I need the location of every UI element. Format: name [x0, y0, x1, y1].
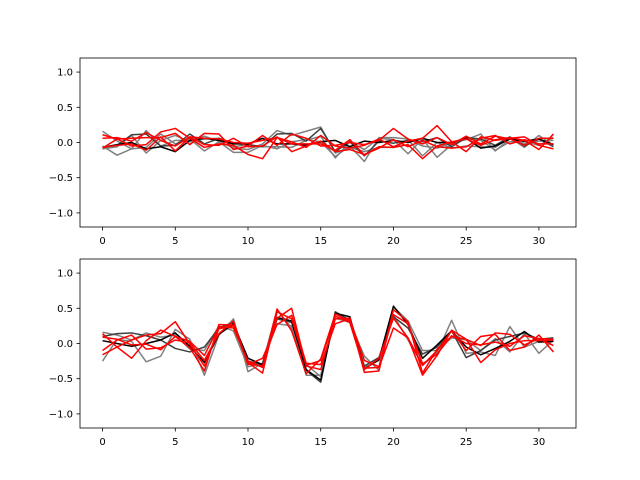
- y-tick-label: 0.0: [57, 138, 73, 149]
- y-tick-label: 0.0: [57, 339, 73, 350]
- y-tick-label: −1.0: [49, 208, 73, 219]
- y-tick-label: 1.0: [57, 269, 73, 280]
- top-chart-panel: 0 5 10 15 20 25 30 −1.0 −0.5 0.0 0.5 1.0: [49, 57, 577, 247]
- x-tick-label: 15: [314, 236, 327, 247]
- x-tick-label: 10: [242, 236, 255, 247]
- x-tick-label: 20: [387, 236, 400, 247]
- y-tick-label: −1.0: [49, 409, 73, 420]
- x-tick-label: 20: [387, 437, 400, 448]
- x-tick-label: 5: [172, 236, 178, 247]
- x-tick-label: 30: [533, 437, 546, 448]
- x-tick-label: 25: [460, 236, 473, 247]
- y-tick-label: −0.5: [49, 374, 73, 385]
- y-tick-label: 1.0: [57, 68, 73, 79]
- y-tick-label: 0.5: [57, 304, 73, 315]
- x-tick-label: 25: [460, 437, 473, 448]
- x-tick-label: 5: [172, 437, 178, 448]
- x-tick-label: 10: [242, 437, 255, 448]
- bottom-chart-panel: 0 5 10 15 20 25 30 −1.0 −0.5 0.0 0.5 1.0: [49, 258, 577, 448]
- series-line-6: [102, 308, 554, 376]
- y-tick-label: −0.5: [49, 173, 73, 184]
- series-line-9: [102, 134, 554, 156]
- series-line-8: [102, 313, 554, 368]
- x-tick-label: 0: [99, 437, 105, 448]
- x-tick-label: 15: [314, 437, 327, 448]
- y-tick-label: 0.5: [57, 103, 73, 114]
- x-tick-label: 30: [533, 236, 546, 247]
- x-tick-label: 0: [99, 236, 105, 247]
